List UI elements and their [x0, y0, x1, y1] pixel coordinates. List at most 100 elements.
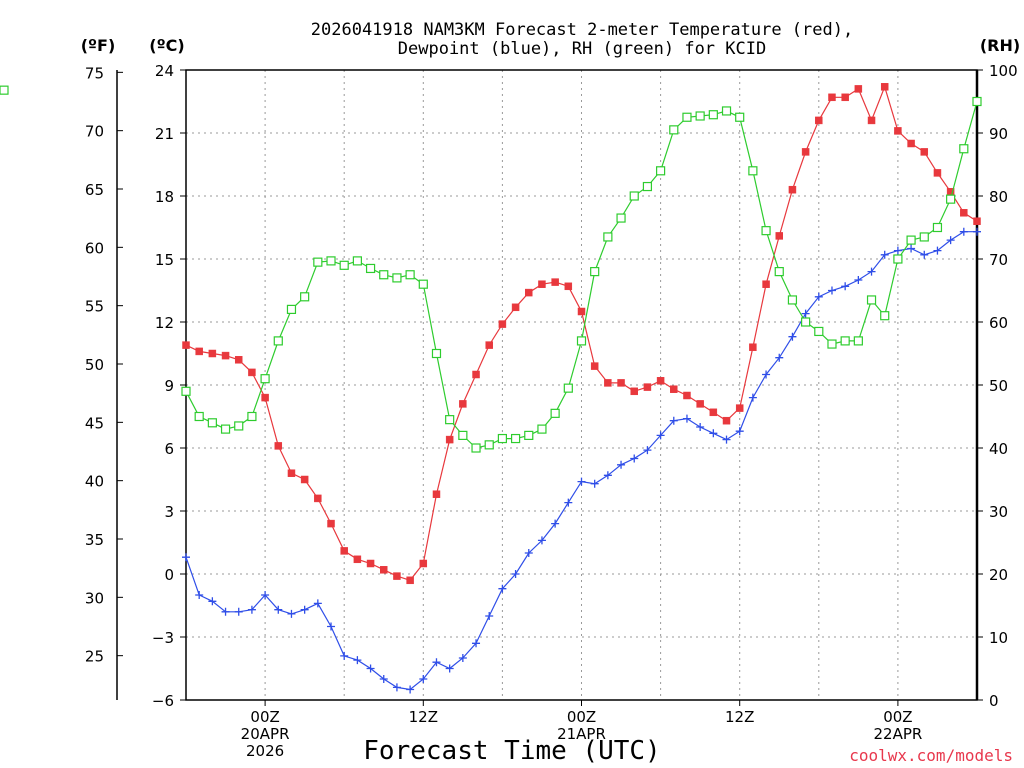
rh-point — [313, 257, 323, 267]
celsius-tick-label: 6 — [164, 440, 174, 458]
temperature-point — [683, 391, 691, 400]
celsius-tick-label: −6 — [152, 692, 174, 710]
rh-point — [247, 411, 257, 422]
dewpoint-point — [841, 282, 850, 291]
rh-point — [906, 235, 916, 245]
rh-point — [946, 194, 956, 204]
celsius-tick-label: 12 — [155, 314, 174, 332]
chart-title-line-2: Dewpoint (blue), RH (green) for KCID — [398, 39, 766, 59]
fahrenheit-tick-label: 50 — [85, 356, 104, 374]
temperature-point — [749, 343, 757, 351]
dewpoint-point — [511, 570, 520, 578]
rh-tick-label: 90 — [989, 125, 1008, 143]
x-tick-label: 20APR — [241, 725, 290, 743]
rh-point — [471, 443, 481, 453]
rh-point — [339, 260, 349, 270]
rh-tick-label: 60 — [989, 314, 1008, 332]
temperature-point — [327, 519, 335, 528]
dewpoint-point — [973, 227, 981, 236]
rh-tick-label: 50 — [989, 377, 1008, 395]
dewpoint-point — [287, 609, 296, 618]
x-tick-label: 00Z — [250, 708, 279, 726]
rh-point — [379, 270, 389, 280]
rh-point — [761, 226, 771, 236]
rh-point — [721, 106, 732, 116]
x-tick-label: 22APR — [873, 725, 922, 743]
rh-point — [445, 415, 455, 425]
dewpoint-point — [933, 246, 942, 255]
dewpoint-point — [893, 246, 902, 255]
temperature-point — [670, 385, 678, 393]
rh-point — [418, 279, 428, 289]
rh-point — [458, 430, 468, 440]
temperature-point — [630, 387, 638, 396]
rh-tick-label: 10 — [989, 629, 1008, 647]
dewpoint-point — [920, 250, 929, 259]
celsius-tick-label: 24 — [155, 62, 174, 80]
dewpoint-point — [946, 236, 955, 245]
rh-tick-label: 40 — [989, 440, 1008, 458]
rh-point — [603, 232, 613, 242]
fahrenheit-unit-label: (ºF) — [81, 36, 116, 55]
dewpoint-point — [313, 599, 322, 608]
dewpoint-point — [617, 460, 626, 469]
rh-tick-label: 30 — [989, 503, 1008, 521]
dewpoint-point — [722, 435, 731, 444]
rh-point — [524, 430, 534, 440]
temperature-point — [564, 282, 573, 291]
temperature-point — [353, 555, 362, 564]
rh-point — [827, 339, 837, 349]
temperature-point — [234, 356, 243, 364]
temperature-point — [472, 370, 480, 379]
rh-tick-label: 80 — [989, 188, 1008, 206]
dewpoint-point — [801, 309, 810, 318]
dewpoint-point — [392, 683, 401, 692]
rh-point — [365, 263, 376, 274]
celsius-tick-label: 3 — [164, 503, 174, 521]
temperature-point — [551, 278, 559, 286]
rh-point — [801, 317, 811, 327]
series-2-meter-temperature — [182, 83, 981, 585]
rh-point — [735, 112, 745, 122]
temperature-point — [960, 209, 968, 217]
temperature-point — [221, 351, 230, 360]
rh-point — [497, 433, 507, 444]
fahrenheit-tick-label: 70 — [85, 123, 104, 141]
rh-tick-label: 20 — [989, 566, 1008, 584]
x-tick-label: 00Z — [567, 708, 596, 726]
rh-point — [853, 336, 863, 346]
dewpoint-point — [748, 393, 757, 402]
dewpoint-point — [340, 651, 349, 660]
dewpoint-point — [814, 292, 823, 301]
temperature-point — [709, 408, 718, 417]
dewpoint-point — [735, 427, 744, 436]
temperature-point — [498, 320, 507, 328]
gridlines — [186, 70, 977, 700]
axes — [116, 69, 983, 706]
dewpoint-point — [775, 353, 784, 362]
rh-point — [814, 326, 824, 337]
rh-point — [919, 232, 929, 242]
dewpoint-point — [247, 605, 256, 614]
fahrenheit-tick-label: 25 — [85, 648, 104, 666]
temperature-point — [880, 83, 889, 91]
temperature-point — [393, 572, 401, 580]
dewpoint-point — [630, 454, 639, 463]
temperature-point — [867, 116, 876, 125]
temperature-point — [366, 559, 375, 568]
rh-point — [405, 270, 415, 280]
dewpoint-point — [709, 429, 718, 438]
temperature-point — [419, 559, 428, 568]
temperature-point — [314, 494, 322, 503]
dewpoint-point — [643, 446, 652, 455]
celsius-unit-label: (ºC) — [149, 36, 184, 55]
dewpoint-point — [696, 423, 705, 431]
dewpoint-point — [472, 639, 481, 648]
dewpoint-point — [682, 414, 691, 423]
rh-point — [880, 311, 890, 321]
rh-point — [234, 421, 244, 431]
celsius-tick-label: 9 — [164, 377, 174, 395]
dewpoint-point — [669, 416, 678, 425]
dewpoint-point — [445, 664, 454, 673]
